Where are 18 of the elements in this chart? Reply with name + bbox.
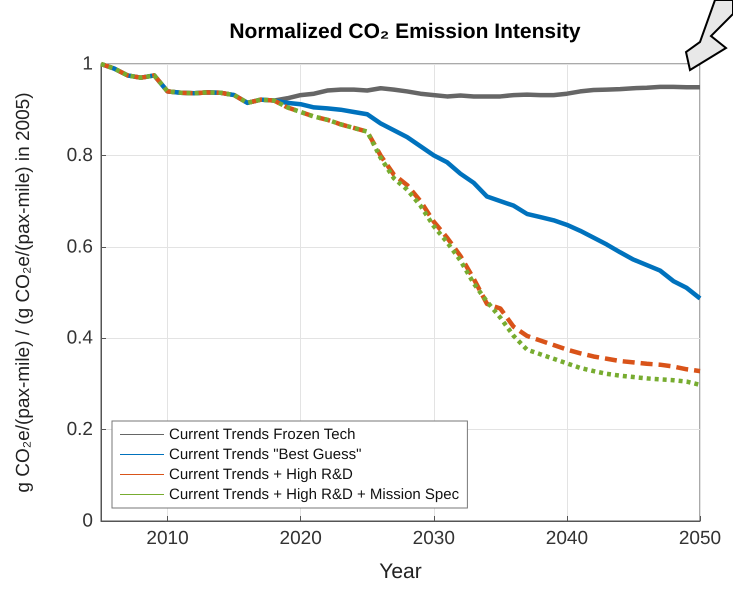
legend-label: Current Trends + High R&D + Mission Spec [169, 486, 460, 503]
y-tick-label: 0.2 [66, 419, 93, 440]
legend-label: Current Trends "Best Guess" [169, 446, 362, 463]
legend-label: Current Trends + High R&D [169, 466, 353, 483]
x-tick-label: 2020 [280, 528, 322, 549]
x-axis-title: Year [379, 560, 422, 583]
y-tick-label: 0.4 [66, 328, 94, 349]
x-tick-label: 2050 [678, 528, 722, 549]
legend-label: Current Trends Frozen Tech [169, 426, 356, 443]
y-axis-title: g CO₂e/(pax-mile) / (g CO₂e/(pax-mile) in 2005) [13, 92, 34, 493]
x-tick-label: 2030 [412, 528, 455, 549]
y-tick-label: 0.8 [66, 144, 93, 166]
y-tick-label: 1 [82, 54, 93, 74]
y-tick-label: 0 [82, 510, 93, 532]
y-tick-label: 0.6 [66, 236, 93, 258]
x-tick-label: 2040 [546, 528, 588, 549]
chart-title: Normalized CO₂ Emission Intensity [229, 20, 581, 43]
x-tick-label: 2010 [146, 528, 189, 549]
